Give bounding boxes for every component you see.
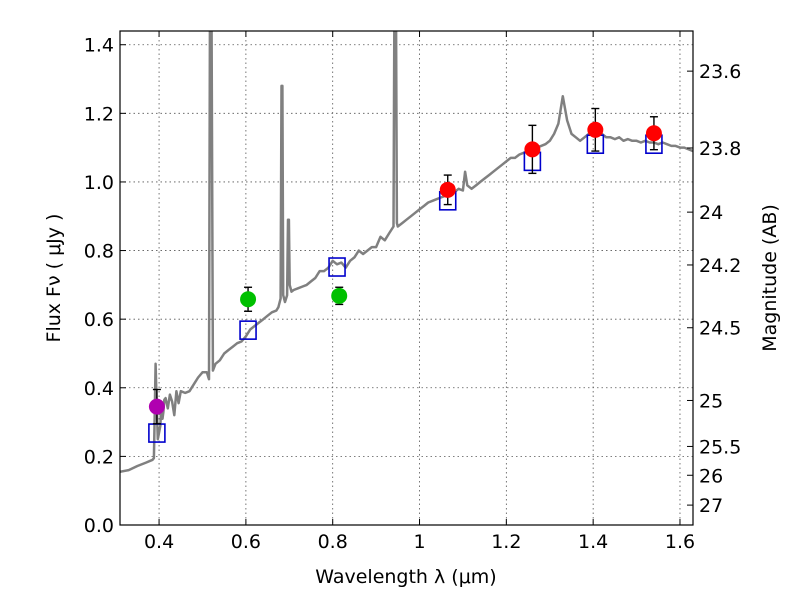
right-tick-label: 25.5 xyxy=(699,436,741,458)
y-tick-label: 0.0 xyxy=(84,515,114,537)
observed-point xyxy=(587,121,604,138)
x-tick-label: 1.4 xyxy=(578,531,608,553)
observed-point xyxy=(148,398,165,415)
right-tick-label: 23.6 xyxy=(699,61,741,83)
right-tick-label: 26 xyxy=(699,465,723,487)
right-tick-label: 27 xyxy=(699,495,723,517)
observed-point xyxy=(331,287,348,304)
y-tick-label: 0.2 xyxy=(84,446,114,468)
y-tick-label: 0.8 xyxy=(84,241,114,263)
plot-background xyxy=(120,31,693,525)
x-tick-label: 0.8 xyxy=(318,531,348,553)
observed-point xyxy=(240,291,257,308)
grid-lines xyxy=(120,31,693,526)
right-tick-label: 24.5 xyxy=(699,318,741,340)
model-photometry-square xyxy=(239,320,257,340)
right-tick-label: 24 xyxy=(699,202,723,224)
x-tick-label: 1 xyxy=(413,531,425,553)
x-axis-label: Wavelength λ (μm) xyxy=(315,566,496,588)
plot-content xyxy=(120,31,693,474)
right-tick-label: 25 xyxy=(699,390,723,412)
y-tick-label: 0.4 xyxy=(84,378,114,400)
y-tick-label: 1.0 xyxy=(84,172,114,194)
observed-point xyxy=(439,181,456,198)
x-tick-label: 0.6 xyxy=(231,531,261,553)
y-axis-right-label: Magnitude (AB) xyxy=(759,204,781,352)
model-photometry-square xyxy=(328,257,346,277)
observed-point xyxy=(524,141,541,158)
axis-ticks: 0.4 0.6 0.8 1 1.2 1.4 1.6 0.0 0.2 0.4 0.6 0.8 1.0 1.2… xyxy=(84,31,741,553)
observed-point xyxy=(645,125,662,142)
right-tick-label: 23.8 xyxy=(699,138,741,160)
x-tick-label: 1.2 xyxy=(491,531,521,553)
data-markers xyxy=(148,107,663,443)
y-axis-label: Flux Fν ( μJy ) xyxy=(43,214,65,343)
y-tick-label: 1.2 xyxy=(84,103,114,125)
y-tick-label: 0.6 xyxy=(84,309,114,331)
x-tick-label: 0.4 xyxy=(144,531,174,553)
spectrum-line xyxy=(120,31,693,474)
plot-frame xyxy=(119,30,694,526)
x-tick-label: 1.6 xyxy=(665,531,695,553)
y-tick-label: 1.4 xyxy=(84,35,114,57)
right-tick-label: 24.2 xyxy=(699,255,741,277)
